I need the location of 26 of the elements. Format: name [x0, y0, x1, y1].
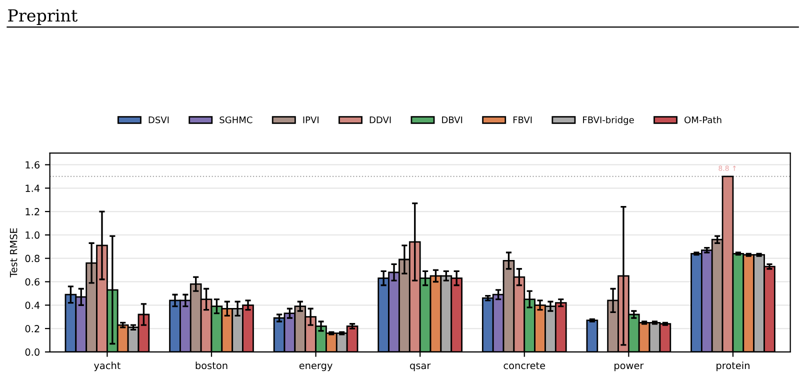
y-tick-label: 0.6: [25, 278, 40, 286]
x-tick-label: power: [614, 364, 644, 372]
y-tick-label: 1.0: [26, 231, 40, 239]
y-tick-label: 1.2: [26, 208, 40, 216]
x-tick-label: boston: [196, 362, 228, 370]
legend-label: FBVI: [513, 116, 532, 124]
legend-label: FBVI-bridge: [583, 116, 634, 126]
y-tick-label: 0.4: [25, 302, 40, 309]
x-tick-label: qsar: [410, 364, 431, 372]
y-tick-label: 0.0: [25, 348, 40, 356]
y-tick-label: 1.6: [26, 161, 40, 169]
x-tick-label: protein: [716, 362, 750, 372]
legend-label: OM-Path: [684, 116, 722, 124]
y-tick-label: 0.2: [25, 325, 40, 332]
y-axis-title: Test RMSE: [10, 228, 18, 278]
y-tick-label: 0.8: [25, 254, 40, 262]
y-tick-label: 1.4: [26, 184, 40, 192]
x-tick-label: concrete: [504, 362, 546, 370]
legend-label: DSVI: [148, 116, 169, 124]
legend-label: DBVI: [442, 116, 462, 124]
x-tick-label: yacht: [94, 362, 120, 372]
text: Preprint: [8, 9, 78, 25]
legend-label: SGHMC: [220, 116, 252, 124]
x-tick-label: energy: [299, 364, 332, 372]
legend-label: IPVI: [303, 116, 318, 124]
legend-label: DDVI: [370, 116, 391, 124]
